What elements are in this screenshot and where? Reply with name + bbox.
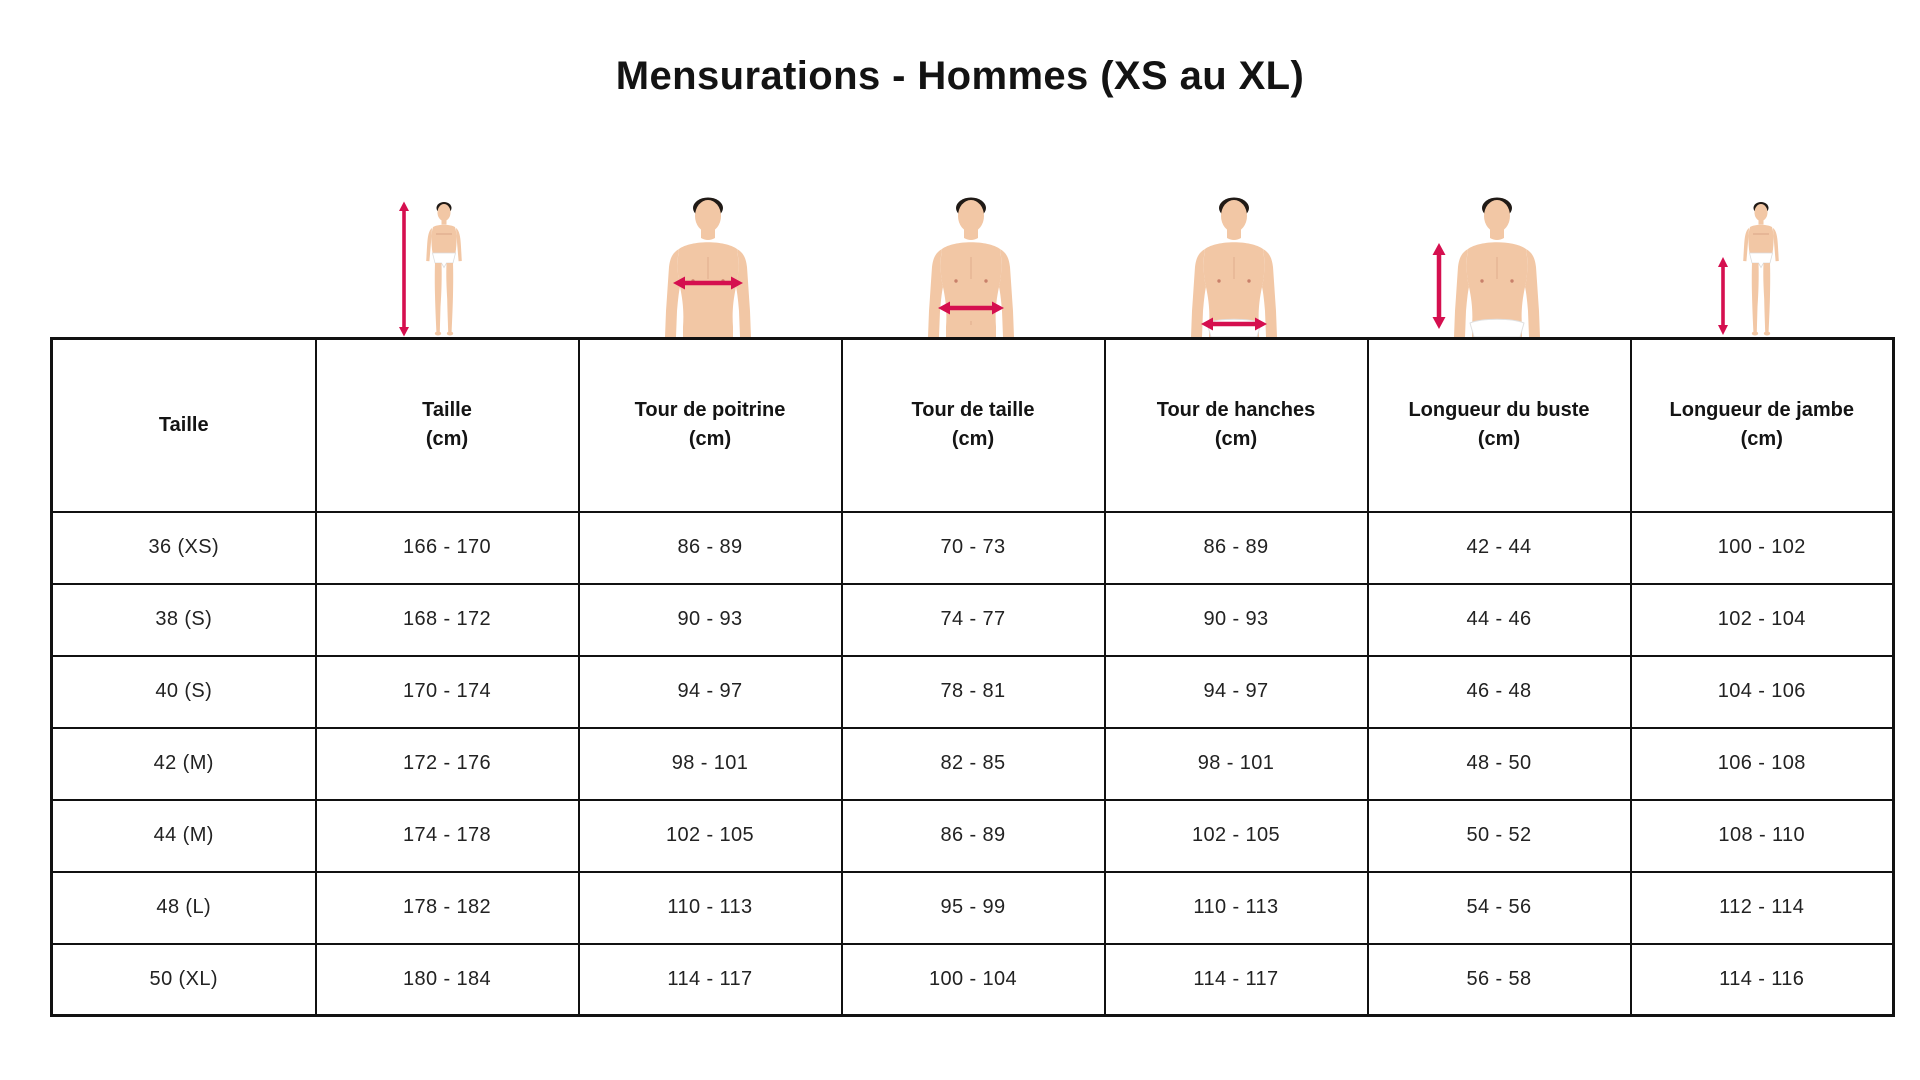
- table-row-38-s: 38 (S) 168 - 172 90 - 93 74 - 77 90 - 93…: [50, 582, 1895, 657]
- value-cell: 114 - 116: [1629, 942, 1895, 1017]
- value-cell: 100 - 104: [840, 942, 1106, 1017]
- size-chart: Taille Taille (cm) Tour de poitrine (cm) T…: [50, 337, 1895, 1017]
- vertical-double-arrow-icon: [1432, 243, 1446, 329]
- value-cell: 78 - 81: [840, 654, 1106, 729]
- column-header-tour-de-taille: Tour de taille (cm): [840, 337, 1106, 513]
- value-cell: 94 - 97: [1103, 654, 1369, 729]
- column-header-longueur-de-jambe: Longueur de jambe (cm): [1629, 337, 1895, 513]
- value-cell: 90 - 93: [577, 582, 843, 657]
- male-full-body-icon: [1718, 202, 1779, 336]
- hip-girth-figure: [1159, 197, 1309, 337]
- page-title: Mensurations - Hommes (XS au XL): [615, 54, 1305, 98]
- value-cell: 114 - 117: [577, 942, 843, 1017]
- table-row-40-s: 40 (S) 170 - 174 94 - 97 78 - 81 94 - 97…: [50, 654, 1895, 729]
- value-cell: 90 - 93: [1103, 582, 1369, 657]
- table-row-50-xl: 50 (XL) 180 - 184 114 - 117 100 - 104 11…: [50, 942, 1895, 1017]
- stature-height-figure: [397, 201, 473, 337]
- value-cell: 100 - 102: [1629, 510, 1895, 585]
- male-full-body-icon: [399, 201, 462, 337]
- value-cell: 110 - 113: [577, 870, 843, 945]
- value-cell: 44 - 46: [1366, 582, 1632, 657]
- column-header-taille-cm: Taille (cm): [314, 337, 580, 513]
- column-header-tour-de-hanches: Tour de hanches (cm): [1103, 337, 1369, 513]
- size-cell: 44 (M): [50, 798, 317, 873]
- value-cell: 108 - 110: [1629, 798, 1895, 873]
- table-row-36-xs: 36 (XS) 166 - 170 86 - 89 70 - 73 86 - 8…: [50, 510, 1895, 585]
- male-torso-icon: [665, 197, 751, 337]
- value-cell: 74 - 77: [840, 582, 1106, 657]
- value-cell: 86 - 89: [577, 510, 843, 585]
- torso-length-figure: [1422, 197, 1572, 337]
- value-cell: 86 - 89: [840, 798, 1106, 873]
- value-cell: 48 - 50: [1366, 726, 1632, 801]
- value-cell: 46 - 48: [1366, 654, 1632, 729]
- value-cell: 172 - 176: [314, 726, 580, 801]
- horizontal-double-arrow-icon: [938, 301, 1004, 315]
- value-cell: 104 - 106: [1629, 654, 1895, 729]
- value-cell: 110 - 113: [1103, 870, 1369, 945]
- table-row-44-m: 44 (M) 174 - 178 102 - 105 86 - 89 102 -…: [50, 798, 1895, 873]
- value-cell: 95 - 99: [840, 870, 1106, 945]
- male-torso-icon: [1432, 197, 1540, 337]
- value-cell: 114 - 117: [1103, 942, 1369, 1017]
- value-cell: 98 - 101: [1103, 726, 1369, 801]
- leg-length-figure: [1714, 201, 1790, 337]
- size-cell: 42 (M): [50, 726, 317, 801]
- value-cell: 98 - 101: [577, 726, 843, 801]
- measurement-figures: [0, 0, 1920, 337]
- horizontal-double-arrow-icon: [673, 276, 743, 290]
- column-header-taille: Taille: [50, 337, 317, 513]
- vertical-double-arrow-icon: [1718, 257, 1728, 335]
- value-cell: 102 - 105: [1103, 798, 1369, 873]
- male-torso-icon: [1191, 197, 1277, 337]
- size-cell: 36 (XS): [50, 510, 317, 585]
- value-cell: 112 - 114: [1629, 870, 1895, 945]
- size-cell: 48 (L): [50, 870, 317, 945]
- value-cell: 56 - 58: [1366, 942, 1632, 1017]
- value-cell: 180 - 184: [314, 942, 580, 1017]
- horizontal-double-arrow-icon: [1201, 317, 1267, 331]
- value-cell: 70 - 73: [840, 510, 1106, 585]
- value-cell: 178 - 182: [314, 870, 580, 945]
- waist-girth-figure: [896, 197, 1046, 337]
- column-header-tour-de-poitrine: Tour de poitrine (cm): [577, 337, 843, 513]
- column-header-longueur-du-buste: Longueur du buste (cm): [1366, 337, 1632, 513]
- table-row-42-m: 42 (M) 172 - 176 98 - 101 82 - 85 98 - 1…: [50, 726, 1895, 801]
- size-cell: 38 (S): [50, 582, 317, 657]
- header-row: Taille Taille (cm) Tour de poitrine (cm) T…: [50, 337, 1895, 513]
- value-cell: 102 - 105: [577, 798, 843, 873]
- value-cell: 170 - 174: [314, 654, 580, 729]
- chest-girth-figure: [633, 197, 783, 337]
- size-cell: 40 (S): [50, 654, 317, 729]
- value-cell: 86 - 89: [1103, 510, 1369, 585]
- size-cell: 50 (XL): [50, 942, 317, 1017]
- value-cell: 42 - 44: [1366, 510, 1632, 585]
- value-cell: 166 - 170: [314, 510, 580, 585]
- value-cell: 54 - 56: [1366, 870, 1632, 945]
- vertical-double-arrow-icon: [399, 201, 409, 337]
- value-cell: 174 - 178: [314, 798, 580, 873]
- male-torso-icon: [928, 197, 1014, 337]
- value-cell: 82 - 85: [840, 726, 1106, 801]
- value-cell: 168 - 172: [314, 582, 580, 657]
- value-cell: 94 - 97: [577, 654, 843, 729]
- value-cell: 106 - 108: [1629, 726, 1895, 801]
- value-cell: 50 - 52: [1366, 798, 1632, 873]
- value-cell: 102 - 104: [1629, 582, 1895, 657]
- size-chart-table: Taille Taille (cm) Tour de poitrine (cm) T…: [50, 337, 1895, 1017]
- table-row-48-l: 48 (L) 178 - 182 110 - 113 95 - 99 110 -…: [50, 870, 1895, 945]
